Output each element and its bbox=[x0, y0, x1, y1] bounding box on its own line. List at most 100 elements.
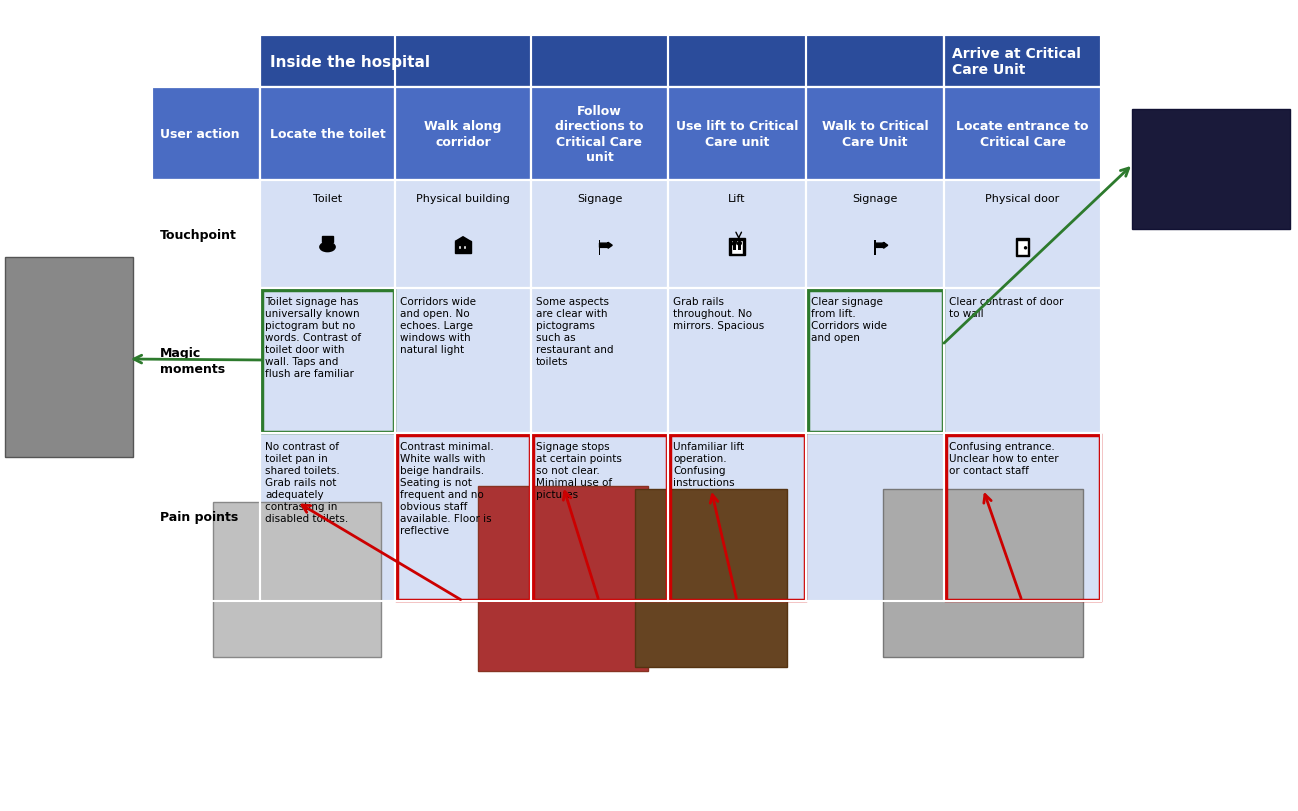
FancyArrow shape bbox=[600, 243, 613, 249]
Bar bbox=[944, 433, 1101, 601]
Bar bbox=[874, 241, 876, 256]
Bar bbox=[806, 181, 944, 289]
Text: User action: User action bbox=[160, 128, 240, 141]
Bar bbox=[260, 181, 395, 289]
FancyArrow shape bbox=[875, 243, 888, 249]
Text: No contrast of
toilet pan in
shared toilets.
Grab rails not
adequately
contrasti: No contrast of toilet pan in shared toil… bbox=[265, 441, 348, 523]
Text: Magic
moments: Magic moments bbox=[160, 347, 225, 375]
Circle shape bbox=[737, 242, 741, 246]
Bar bbox=[806, 289, 944, 433]
Bar bbox=[883, 489, 1083, 657]
Bar bbox=[531, 289, 668, 433]
Bar bbox=[944, 289, 1101, 433]
Bar bbox=[944, 88, 1101, 181]
Bar bbox=[152, 433, 260, 601]
Polygon shape bbox=[454, 237, 471, 242]
Text: Clear contrast of door
to wall: Clear contrast of door to wall bbox=[949, 297, 1063, 319]
Bar bbox=[260, 36, 395, 88]
Bar bbox=[806, 289, 944, 433]
Bar bbox=[806, 88, 944, 181]
Bar bbox=[395, 88, 531, 181]
Text: Toilet: Toilet bbox=[313, 194, 343, 204]
Bar bbox=[260, 289, 395, 433]
Bar bbox=[531, 36, 668, 88]
Bar bbox=[944, 88, 1101, 181]
Text: Lift: Lift bbox=[728, 194, 746, 204]
Bar bbox=[395, 433, 531, 601]
Text: Pain points: Pain points bbox=[160, 511, 239, 524]
Text: Walk along
corridor: Walk along corridor bbox=[424, 120, 502, 148]
Bar bbox=[260, 289, 395, 433]
Text: Clear signage
from lift.
Corridors wide
and open: Clear signage from lift. Corridors wide … bbox=[811, 297, 887, 342]
FancyBboxPatch shape bbox=[729, 239, 745, 256]
Bar bbox=[531, 181, 668, 289]
Bar bbox=[152, 36, 260, 88]
Bar bbox=[260, 88, 395, 181]
Bar bbox=[668, 289, 806, 433]
Text: Signage: Signage bbox=[853, 194, 898, 204]
Bar bbox=[668, 181, 806, 289]
Bar bbox=[1132, 109, 1290, 230]
FancyBboxPatch shape bbox=[458, 246, 461, 249]
Bar bbox=[668, 289, 806, 433]
Bar bbox=[598, 241, 601, 256]
Text: Physical building: Physical building bbox=[417, 194, 510, 204]
Bar bbox=[668, 433, 806, 601]
Text: Locate the toilet: Locate the toilet bbox=[270, 128, 386, 141]
Bar bbox=[806, 433, 944, 601]
Text: Confusing entrance.
Unclear how to enter
or contact staff: Confusing entrance. Unclear how to enter… bbox=[949, 441, 1059, 475]
Bar bbox=[260, 433, 395, 601]
Bar bbox=[531, 289, 668, 433]
Bar bbox=[733, 245, 736, 251]
Bar bbox=[478, 487, 648, 672]
FancyBboxPatch shape bbox=[322, 237, 332, 243]
Bar bbox=[806, 36, 944, 88]
Text: Grab rails
throughout. No
mirrors. Spacious: Grab rails throughout. No mirrors. Spaci… bbox=[672, 297, 765, 331]
Bar bbox=[668, 36, 806, 88]
Bar bbox=[944, 181, 1101, 289]
Bar bbox=[944, 36, 1101, 88]
Bar bbox=[152, 88, 260, 181]
Text: Contrast minimal.
White walls with
beige handrails.
Seating is not
frequent and : Contrast minimal. White walls with beige… bbox=[400, 441, 493, 535]
Bar bbox=[944, 36, 1101, 88]
Bar bbox=[635, 489, 787, 667]
Bar bbox=[395, 88, 531, 181]
FancyBboxPatch shape bbox=[1016, 239, 1029, 257]
Bar bbox=[395, 433, 531, 601]
Text: Locate entrance to
Critical Care: Locate entrance to Critical Care bbox=[957, 120, 1089, 148]
Bar bbox=[152, 433, 260, 601]
Text: Follow
directions to
Critical Care
unit: Follow directions to Critical Care unit bbox=[556, 105, 644, 164]
Bar bbox=[531, 88, 668, 181]
Text: Signage: Signage bbox=[576, 194, 622, 204]
Text: Walk to Critical
Care Unit: Walk to Critical Care Unit bbox=[822, 120, 928, 148]
Circle shape bbox=[1024, 247, 1027, 250]
Bar bbox=[531, 433, 668, 601]
Text: Touchpoint: Touchpoint bbox=[160, 228, 236, 241]
Text: Unfamiliar lift
operation.
Confusing
instructions: Unfamiliar lift operation. Confusing ins… bbox=[672, 441, 744, 487]
Circle shape bbox=[733, 242, 736, 246]
Bar bbox=[152, 289, 260, 433]
FancyBboxPatch shape bbox=[463, 246, 466, 249]
Text: Use lift to Critical
Care unit: Use lift to Critical Care unit bbox=[676, 120, 798, 148]
Bar bbox=[395, 36, 531, 88]
Bar bbox=[944, 181, 1101, 289]
FancyBboxPatch shape bbox=[731, 241, 744, 255]
Bar bbox=[260, 433, 395, 601]
Bar bbox=[152, 88, 260, 181]
Text: Inside the hospital: Inside the hospital bbox=[270, 54, 430, 70]
Bar bbox=[152, 36, 260, 88]
Bar bbox=[395, 181, 531, 289]
Bar bbox=[260, 88, 395, 181]
Ellipse shape bbox=[319, 243, 335, 252]
Bar bbox=[806, 433, 944, 601]
Bar bbox=[531, 181, 668, 289]
Text: Physical door: Physical door bbox=[985, 194, 1059, 204]
FancyBboxPatch shape bbox=[1018, 241, 1028, 255]
Text: Signage stops
at certain points
so not clear.
Minimal use of
pictures: Signage stops at certain points so not c… bbox=[536, 441, 622, 500]
Bar bbox=[531, 88, 668, 181]
Bar bbox=[152, 181, 260, 289]
Text: Corridors wide
and open. No
echoes. Large
windows with
natural light: Corridors wide and open. No echoes. Larg… bbox=[400, 297, 476, 354]
FancyBboxPatch shape bbox=[456, 242, 471, 254]
Bar bbox=[806, 181, 944, 289]
Bar bbox=[395, 289, 531, 433]
